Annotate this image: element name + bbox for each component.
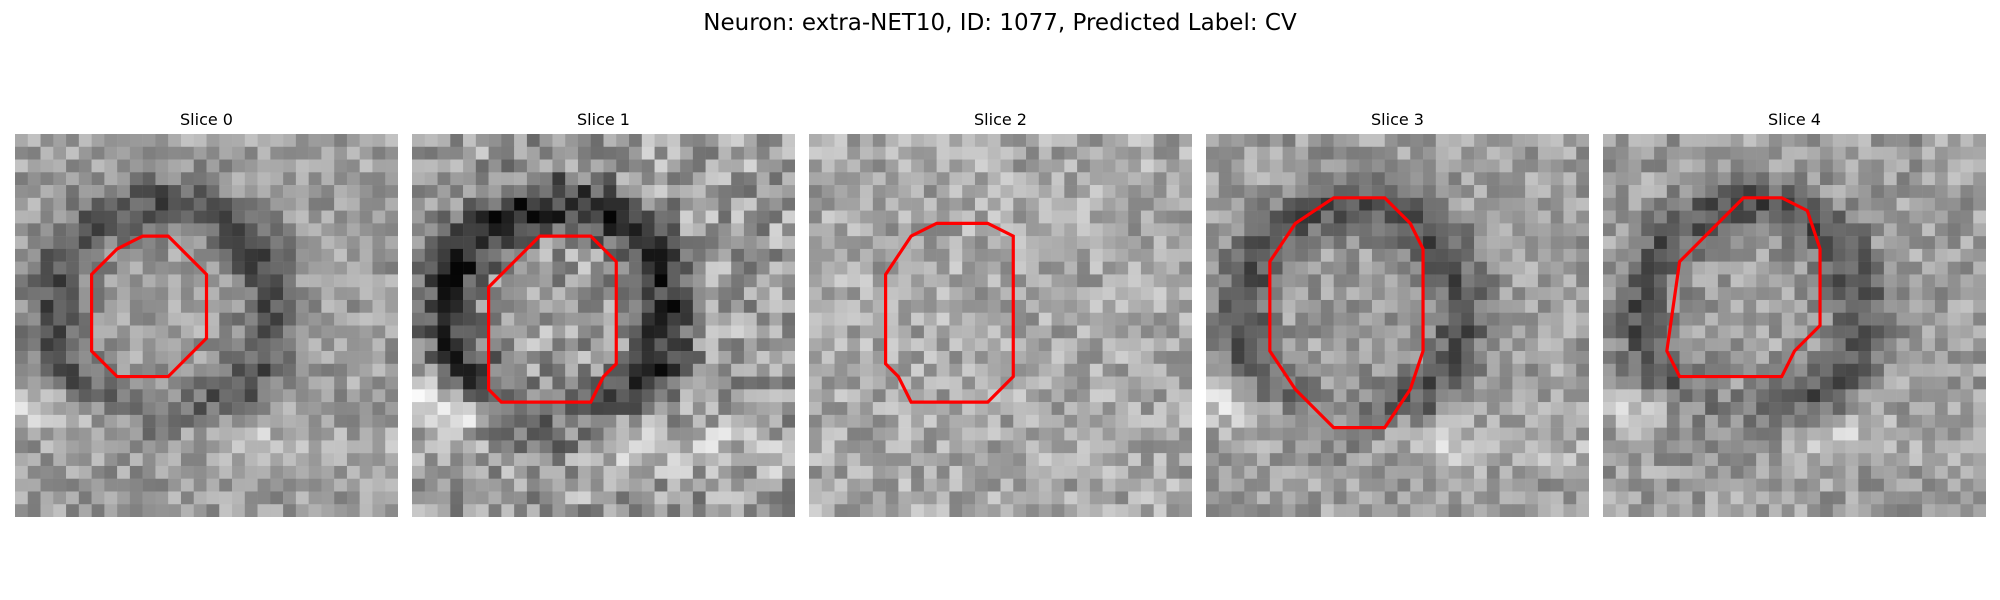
- figure-title: Neuron: extra-NET10, ID: 1077, Predicted…: [703, 10, 1297, 36]
- roi-outline-0: [90, 234, 209, 379]
- slice-image-1: [412, 134, 795, 517]
- slice-panel-1: Slice 1: [412, 110, 795, 517]
- slice-title-3: Slice 3: [1371, 110, 1424, 129]
- roi-outline-4: [1665, 196, 1822, 379]
- slice-panel-0: Slice 0: [15, 110, 398, 517]
- roi-outline-2: [884, 221, 1015, 404]
- slice-title-2: Slice 2: [974, 110, 1027, 129]
- slice-image-4: [1603, 134, 1986, 517]
- pixel-grid-3: [1206, 134, 1589, 517]
- slice-panel-2: Slice 2: [809, 110, 1192, 517]
- roi-outline-1: [487, 234, 618, 404]
- slice-title-4: Slice 4: [1768, 110, 1821, 129]
- slice-image-2: [809, 134, 1192, 517]
- pixel-grid-2: [809, 134, 1192, 517]
- slice-panel-4: Slice 4: [1603, 110, 1986, 517]
- slice-title-0: Slice 0: [180, 110, 233, 129]
- slice-image-0: [15, 134, 398, 517]
- roi-outline-3: [1268, 196, 1425, 430]
- slice-image-3: [1206, 134, 1589, 517]
- pixel-grid-4: [1603, 134, 1986, 517]
- pixel-grid-0: [15, 134, 398, 517]
- slice-panel-3: Slice 3: [1206, 110, 1589, 517]
- slice-title-1: Slice 1: [577, 110, 630, 129]
- pixel-grid-1: [412, 134, 795, 517]
